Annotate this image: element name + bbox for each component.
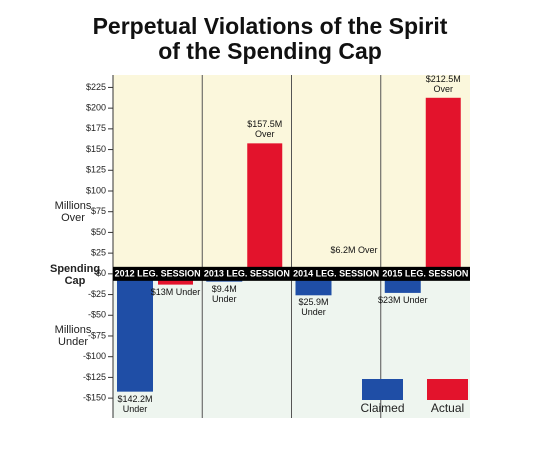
x-tick-label: 2014 LEG. SESSION (293, 269, 379, 279)
legend-swatch (427, 379, 468, 400)
y-tick-label: -$25 (88, 289, 106, 299)
legend-swatch (362, 379, 403, 400)
y-tick-label: -$50 (88, 310, 106, 320)
y-tick-label: $200 (86, 103, 106, 113)
chart-title: Perpetual Violations of the Spirit of th… (92, 13, 448, 64)
legend-label: Claimed (360, 401, 404, 415)
bar (117, 273, 153, 392)
y-tick-label: $175 (86, 123, 106, 133)
legend-label: Actual (431, 401, 464, 415)
value-label: $23M Under (377, 294, 428, 305)
y-label-under: Millions Under (54, 324, 92, 348)
value-label: $6.2M Over (330, 244, 378, 255)
x-tick-label: 2015 LEG. SESSION (382, 269, 468, 279)
y-tick-label: $125 (86, 165, 106, 175)
value-label: $25.9M Under (298, 297, 329, 318)
zero-label: Spending Cap (50, 263, 101, 287)
value-label: $212.5M Over (425, 73, 461, 94)
y-tick-label: $225 (86, 82, 106, 92)
y-tick-label: $150 (86, 144, 106, 154)
y-tick-label: -$100 (83, 351, 106, 361)
y-tick-label: $75 (91, 206, 106, 216)
x-tick-label: 2013 LEG. SESSION (204, 269, 290, 279)
value-label: $9.4M Under (211, 283, 237, 304)
y-tick-label: $0 (96, 268, 106, 278)
y-tick-label: $25 (91, 248, 106, 258)
y-tick-label: -$75 (88, 330, 106, 340)
y-tick-label: $50 (91, 227, 106, 237)
y-tick-label: -$150 (83, 392, 106, 402)
value-label: $13M Under (150, 286, 201, 297)
y-tick-label: -$125 (83, 372, 106, 382)
bar (425, 97, 461, 274)
value-label: $142.2M Under (117, 393, 153, 414)
y-label-over: Millions Over (54, 200, 92, 224)
x-tick-label: 2012 LEG. SESSION (115, 269, 201, 279)
bar (247, 143, 283, 274)
zero-band (113, 266, 470, 281)
value-label: $157.5M Over (247, 119, 283, 140)
y-tick-label: $100 (86, 185, 106, 195)
